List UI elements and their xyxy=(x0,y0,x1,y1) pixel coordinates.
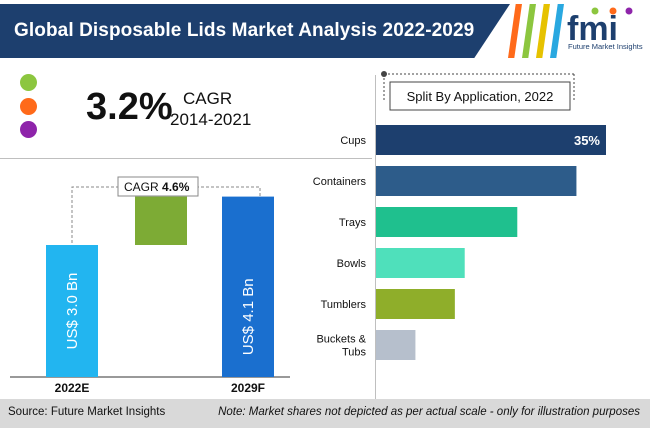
divider xyxy=(375,75,376,405)
disclaimer-note: Note: Market shares not depicted as per … xyxy=(218,406,640,418)
cagr-box xyxy=(117,176,199,197)
category-label-2029f: 2029F xyxy=(231,381,265,395)
category-label: Containers xyxy=(313,176,367,188)
cagr-box-label: CAGR 4.6% xyxy=(124,180,190,194)
category-label: Bowls xyxy=(337,258,367,270)
category-label: Tubs xyxy=(342,347,367,359)
bar-trays xyxy=(376,207,518,237)
cagr-years: 2014-2021 xyxy=(170,110,252,129)
bar-cups xyxy=(376,125,606,155)
category-label: Buckets & xyxy=(316,334,366,346)
legend-dot-orange xyxy=(20,98,37,115)
page-title: Global Disposable Lids Market Analysis 2… xyxy=(14,20,475,41)
footer: Source: Future Market Insights Note: Mar… xyxy=(0,399,650,428)
bar-buckets-tubs xyxy=(376,330,416,360)
header: Global Disposable Lids Market Analysis 2… xyxy=(0,0,650,62)
application-chart: Split By Application, 2022 Cups 35% Contai… xyxy=(313,71,606,360)
bar-2022e xyxy=(46,245,98,377)
bar-containers xyxy=(376,166,577,196)
logo-caption: Future Market Insights xyxy=(568,42,643,51)
title-bar xyxy=(0,4,510,58)
chart-title-box xyxy=(389,81,571,111)
category-label-2022e: 2022E xyxy=(55,381,90,395)
value-label-2022e: US$ 3.0 Bn xyxy=(64,273,81,350)
chart-title: Split By Application, 2022 xyxy=(407,89,554,104)
accent-stripe xyxy=(536,4,550,58)
data-label: 35% xyxy=(574,133,600,148)
category-label: Trays xyxy=(339,217,367,229)
logo-letters: fmi xyxy=(567,10,618,48)
legend-dot-purple xyxy=(20,121,37,138)
market-size-chart: CAGR 4.6% US$ 3.0 Bn US$ 4.1 Bn 2022E 20… xyxy=(10,176,290,395)
bar-increment xyxy=(135,196,187,245)
category-label: Tumblers xyxy=(321,299,367,311)
value-label-2029f: US$ 4.1 Bn xyxy=(240,278,257,355)
category-label: Cups xyxy=(340,135,366,147)
cagr-label: CAGR xyxy=(183,89,233,108)
accent-stripe xyxy=(508,4,522,58)
bar-bowls xyxy=(376,248,465,278)
bar-2029f xyxy=(222,196,274,377)
legend-dot-green xyxy=(20,74,37,91)
cagr-value: 3.2% xyxy=(86,86,173,128)
source-note: Source: Future Market Insights xyxy=(8,406,166,418)
bar-tumblers xyxy=(376,289,455,319)
fmi-logo: fmi xyxy=(567,7,633,48)
accent-stripe xyxy=(550,4,564,58)
divider xyxy=(0,158,372,159)
accent-stripe xyxy=(522,4,536,58)
